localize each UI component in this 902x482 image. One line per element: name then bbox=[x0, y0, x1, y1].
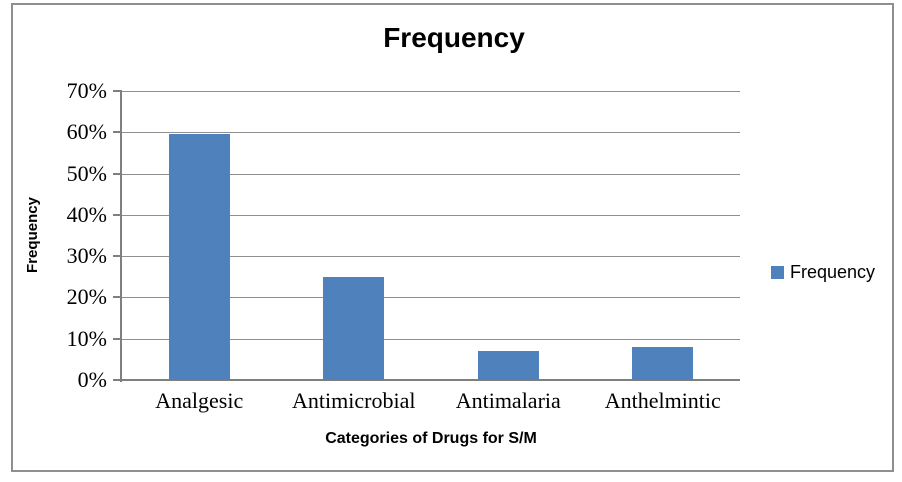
gridline bbox=[122, 214, 740, 216]
bar-antimalaria bbox=[477, 351, 539, 380]
bar-series bbox=[122, 91, 740, 380]
plot-area bbox=[122, 91, 740, 380]
y-tick-label: 20% bbox=[66, 284, 107, 310]
x-axis-line bbox=[120, 379, 740, 381]
y-tick bbox=[113, 379, 122, 381]
y-axis-title: Frequency bbox=[24, 197, 41, 273]
y-tick-label: 60% bbox=[66, 119, 107, 145]
bar-anthelmintic bbox=[632, 346, 694, 380]
legend-swatch-icon bbox=[771, 265, 784, 279]
bar-antimicrobial bbox=[323, 276, 385, 380]
y-tick bbox=[113, 131, 122, 134]
y-tick-label: 0% bbox=[77, 367, 107, 392]
gridline bbox=[122, 132, 740, 134]
legend-label: Frequency bbox=[790, 261, 876, 282]
y-tick bbox=[113, 255, 122, 258]
gridline bbox=[122, 91, 740, 92]
category-label: Antimicrobial bbox=[292, 388, 416, 413]
y-tick-label: 50% bbox=[66, 160, 107, 186]
y-tick bbox=[113, 213, 122, 216]
y-tick bbox=[113, 337, 122, 340]
gridline bbox=[122, 338, 740, 340]
legend: Frequency bbox=[771, 258, 875, 286]
x-axis-title: Categories of Drugs for S/M bbox=[325, 430, 537, 447]
category-label: Anthelmintic bbox=[604, 388, 721, 413]
bar-analgesic bbox=[168, 133, 230, 380]
y-tick bbox=[113, 172, 122, 175]
category-label: Analgesic bbox=[155, 388, 244, 413]
y-tick-label: 10% bbox=[66, 325, 107, 351]
y-tick bbox=[113, 296, 122, 299]
y-tick-label: 30% bbox=[66, 243, 107, 269]
gridline bbox=[122, 297, 740, 299]
y-tick-label: 70% bbox=[66, 78, 107, 103]
chart-title: Frequency bbox=[383, 22, 525, 53]
category-label: Antimalaria bbox=[455, 388, 561, 413]
gridline bbox=[122, 256, 740, 258]
y-tick bbox=[113, 90, 122, 92]
y-axis-line bbox=[120, 91, 122, 382]
y-tick-label: 40% bbox=[66, 201, 107, 227]
gridline bbox=[122, 173, 740, 175]
x-axis-category-labels: Analgesic Antimicrobial Antimalaria Anthelm… bbox=[122, 388, 740, 414]
chart-outer-border bbox=[11, 3, 894, 472]
